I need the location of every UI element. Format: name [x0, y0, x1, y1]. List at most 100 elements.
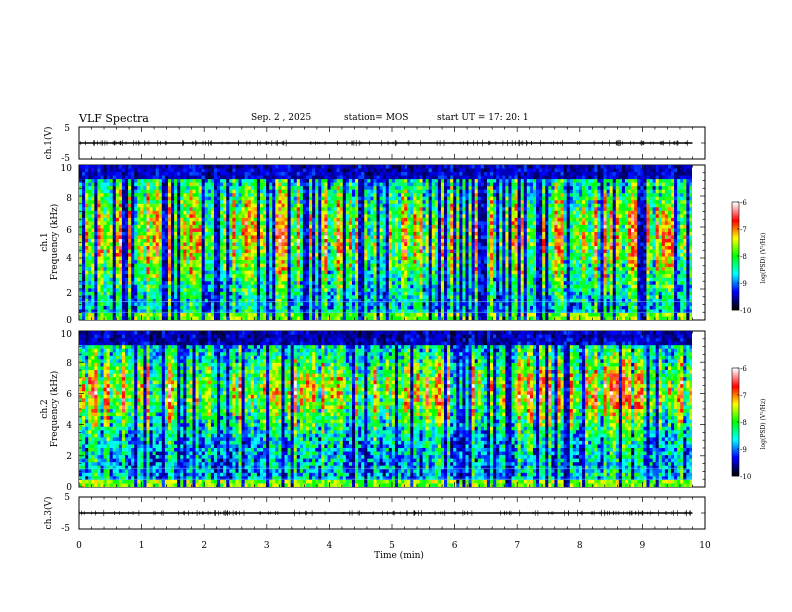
spectrogram-cell	[373, 182, 377, 187]
spectrogram-cell	[419, 298, 423, 303]
spectrogram-cell	[149, 253, 154, 257]
spectrogram-cell	[88, 186, 92, 191]
spectrogram-cell	[94, 312, 98, 317]
spectrogram-cell	[296, 281, 301, 286]
spectrogram-cell	[88, 291, 92, 296]
spectrogram-cell	[161, 312, 166, 317]
spectrogram-cell	[128, 267, 132, 272]
spectrogram-cell	[85, 186, 89, 191]
spectrogram-cell	[410, 263, 414, 268]
spectrogram-cell	[137, 172, 141, 176]
spectrogram-cell	[422, 277, 427, 282]
spectrogram-cell	[287, 214, 292, 219]
spectrogram-cell	[376, 284, 381, 289]
spectrogram-cell	[342, 263, 347, 268]
spectrogram-cell	[318, 288, 322, 293]
spectrogram-cell	[407, 214, 411, 219]
spectrogram-cell	[364, 214, 368, 219]
spectrogram-cell	[361, 242, 365, 247]
spectrogram-cell	[198, 189, 203, 194]
spectrogram-cell	[309, 200, 313, 205]
spectrogram-cell	[419, 249, 423, 254]
spectrogram-cell	[266, 263, 270, 268]
spectrogram-cell	[223, 298, 227, 303]
spectrogram-cell	[296, 302, 301, 307]
spectrogram-cell	[204, 224, 209, 229]
spectrogram-cell	[229, 256, 233, 261]
spectrogram-cell	[106, 291, 111, 296]
spectrogram-cell	[232, 203, 236, 208]
spectrogram-cell	[134, 274, 138, 279]
spectrogram-cell	[315, 207, 319, 212]
spectrogram-cell	[290, 256, 295, 261]
spectrogram-cell	[106, 196, 111, 201]
spectrogram-cell	[241, 224, 246, 229]
spectrogram-cell	[419, 274, 423, 279]
spectrogram-cell	[167, 242, 172, 247]
spectrogram-cell	[278, 193, 282, 198]
spectrogram-cell	[401, 316, 405, 320]
spectrogram-cell	[401, 196, 405, 201]
spectrogram-cell	[290, 182, 295, 187]
spectrogram-cell	[410, 302, 414, 307]
spectrogram-cell	[210, 281, 215, 286]
spectrogram-cell	[355, 221, 359, 226]
spectrogram-cell	[232, 196, 236, 201]
spectrogram-cell	[339, 309, 344, 314]
spectrogram-cell	[88, 189, 92, 194]
spectrogram-cell	[198, 281, 203, 286]
spectrogram-cell	[192, 193, 196, 198]
spectrogram-cell	[275, 182, 279, 187]
spectrogram-cell	[339, 238, 344, 243]
spectrogram-cell	[364, 284, 368, 289]
spectrogram-cell	[118, 224, 123, 229]
spectrogram-cell	[100, 274, 104, 279]
spectrogram-cell	[361, 312, 365, 317]
spectrogram-cell	[401, 200, 405, 205]
spectrogram-cell	[125, 189, 129, 194]
spectrogram-cell	[186, 210, 190, 215]
spectrogram-cell	[272, 302, 276, 307]
spectrogram-cell	[189, 291, 193, 296]
spectrogram-cell	[253, 263, 258, 268]
spectrogram-cell	[324, 238, 328, 243]
spectrogram-cell	[217, 256, 221, 261]
spectrogram-cell	[121, 246, 126, 250]
spectrogram-cell	[121, 267, 126, 272]
spectrogram-cell	[321, 210, 325, 215]
spectrogram-cell	[94, 260, 98, 265]
spectrogram-cell	[109, 281, 114, 286]
spectrogram-cell	[94, 186, 98, 191]
spectrogram-cell	[152, 224, 157, 229]
spectrogram-cell	[103, 246, 108, 250]
spectrogram-cell	[210, 189, 215, 194]
spectrogram-cell	[290, 316, 295, 320]
spectrogram-cell	[171, 224, 175, 229]
spectrogram-cell	[318, 295, 322, 300]
spectrogram-cell	[315, 302, 319, 307]
spectrogram-cell	[370, 196, 374, 201]
spectrogram-cell	[275, 242, 279, 247]
spectrogram-cell	[318, 270, 322, 275]
spectrogram-cell	[207, 302, 212, 307]
spectrogram-cell	[422, 295, 427, 300]
spectrogram-cell	[333, 256, 338, 261]
spectrogram-cell	[404, 228, 408, 233]
spectrogram-cell	[164, 203, 169, 208]
spectrogram-cell	[155, 260, 160, 265]
spectrogram-cell	[100, 228, 104, 233]
spectrogram-cell	[131, 203, 135, 208]
spectrogram-cell	[244, 217, 249, 222]
spectrogram-cell	[115, 291, 120, 296]
spectrogram-cell	[287, 238, 292, 243]
spectrogram-cell	[158, 221, 163, 226]
spectrogram-cell	[241, 242, 246, 247]
spectrogram-cell	[342, 302, 347, 307]
spectrogram-cell	[103, 281, 108, 286]
spectrogram-cell	[358, 253, 362, 257]
spectrogram-cell	[287, 246, 292, 250]
spectrogram-cell	[373, 298, 377, 303]
spectrogram-cell	[330, 168, 334, 173]
spectrogram-cell	[232, 175, 236, 180]
spectrogram-cell	[121, 284, 126, 289]
